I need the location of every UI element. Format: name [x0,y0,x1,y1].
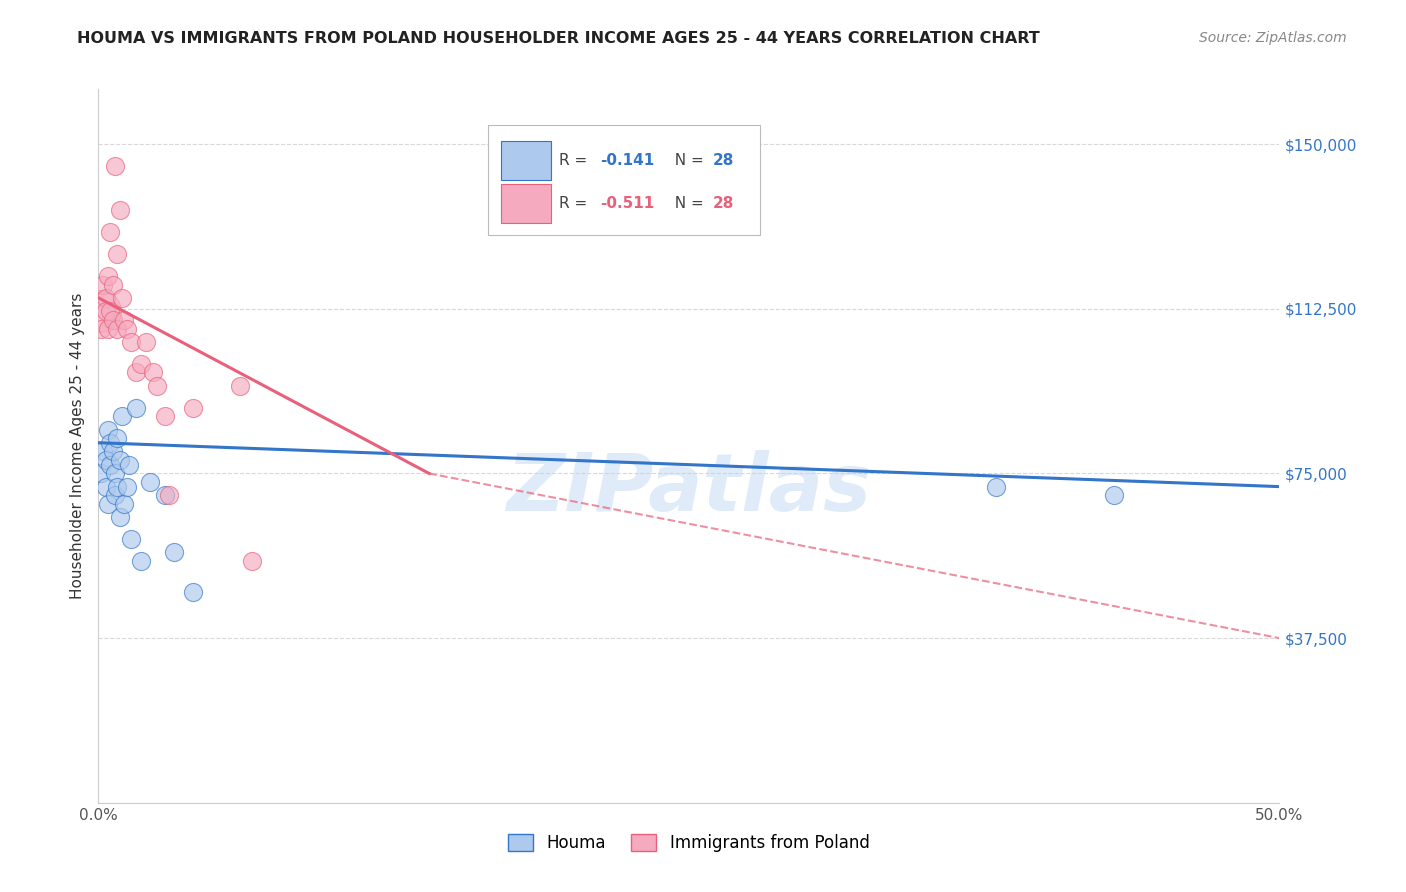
Point [181,401,204,415]
Point [105,321,128,335]
Text: R =: R = [560,153,592,168]
Point [125,401,148,415]
Point [984,480,1007,494]
Point [229,378,252,392]
Point [89,304,111,318]
Point [146,378,169,392]
FancyBboxPatch shape [501,141,551,180]
Text: R =: R = [560,196,592,211]
Point [98,458,121,472]
Text: ZIPatlas: ZIPatlas [506,450,872,528]
Point [98,435,121,450]
Point [97,268,120,283]
Point [104,467,127,481]
Point [163,545,186,559]
Point [121,334,143,349]
Point [115,480,138,494]
FancyBboxPatch shape [501,184,551,223]
Point [101,312,124,326]
Point [97,497,120,511]
Point [121,533,143,547]
Point [105,247,128,261]
Point [111,409,134,424]
Point [125,366,148,380]
Point [98,225,121,239]
Point [104,159,127,173]
Point [98,304,121,318]
Y-axis label: Householder Income Ages 25 - 44 years: Householder Income Ages 25 - 44 years [69,293,84,599]
Point [94,453,117,467]
Point [129,554,152,568]
Point [97,321,120,335]
Text: N =: N = [665,196,709,211]
Point [153,488,176,502]
Point [115,321,138,335]
Point [129,357,152,371]
Point [135,334,157,349]
Point [101,277,124,292]
Point [90,467,112,481]
Text: N =: N = [665,153,709,168]
Point [108,202,131,217]
Point [90,321,112,335]
Point [94,480,117,494]
Point [139,475,162,490]
Point [94,291,117,305]
Point [181,585,204,599]
Point [105,480,128,494]
Text: 28: 28 [713,153,734,168]
Point [157,488,180,502]
Point [1102,488,1125,502]
Point [91,444,114,458]
Point [108,510,131,524]
Point [97,423,120,437]
Point [104,488,127,502]
Point [153,409,176,424]
Point [240,554,263,568]
Point [108,453,131,467]
Text: -0.511: -0.511 [600,196,655,211]
Point [118,458,141,472]
Point [112,312,135,326]
Text: 28: 28 [713,196,734,211]
Point [111,291,134,305]
Text: HOUMA VS IMMIGRANTS FROM POLAND HOUSEHOLDER INCOME AGES 25 - 44 YEARS CORRELATIO: HOUMA VS IMMIGRANTS FROM POLAND HOUSEHOL… [77,31,1040,46]
FancyBboxPatch shape [488,125,759,235]
Point [112,497,135,511]
Legend: Houma, Immigrants from Poland: Houma, Immigrants from Poland [502,827,876,859]
Text: -0.141: -0.141 [600,153,655,168]
Point [142,366,165,380]
Point [105,431,128,445]
Point [101,444,124,458]
Point [94,304,117,318]
Text: Source: ZipAtlas.com: Source: ZipAtlas.com [1199,31,1347,45]
Point [91,277,114,292]
